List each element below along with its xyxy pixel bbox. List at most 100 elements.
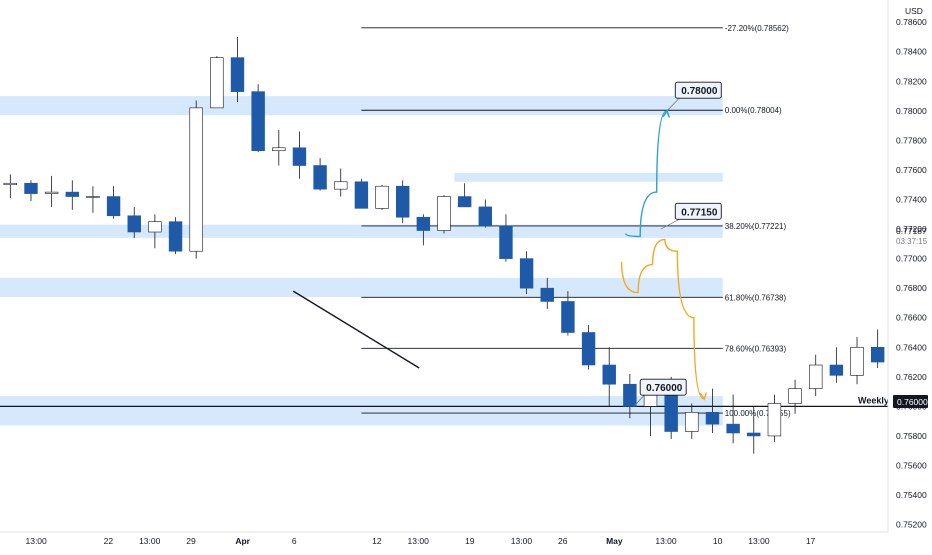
y-tick-label-12: 0.76200 bbox=[896, 372, 927, 382]
candle-body bbox=[581, 332, 596, 366]
callout-pointer-2 bbox=[633, 394, 645, 407]
x-tick-label-13: 10 bbox=[713, 536, 723, 546]
candle-10 bbox=[210, 56, 224, 109]
x-tick-label-8: 19 bbox=[465, 536, 475, 546]
candle-20 bbox=[416, 214, 431, 246]
zone-1 bbox=[0, 224, 723, 238]
candle-body bbox=[767, 403, 782, 437]
callout-box-1 bbox=[674, 202, 722, 220]
projection-path-0 bbox=[625, 110, 668, 238]
candle-body bbox=[106, 196, 121, 217]
candle-body bbox=[354, 181, 369, 209]
candle-body bbox=[437, 196, 451, 231]
candle-body bbox=[44, 191, 59, 194]
candle-body bbox=[623, 383, 637, 407]
x-tick-label-3: 29 bbox=[186, 536, 196, 546]
candle-33 bbox=[685, 403, 699, 439]
candle-29 bbox=[602, 347, 616, 407]
candle-13 bbox=[272, 130, 286, 166]
candle-body bbox=[251, 91, 265, 152]
candle-body bbox=[416, 216, 431, 231]
zone-3 bbox=[0, 396, 723, 426]
callout-box-2 bbox=[639, 378, 687, 396]
candle-30 bbox=[623, 373, 637, 419]
last-price-label: 0.77187 bbox=[896, 226, 927, 236]
trendline bbox=[292, 290, 420, 369]
candle-body bbox=[230, 57, 245, 92]
candle-body bbox=[478, 206, 493, 227]
callout-box-0 bbox=[674, 81, 722, 99]
x-tick-label-1: 22 bbox=[104, 536, 114, 546]
candle-body bbox=[272, 147, 286, 152]
candle-body bbox=[189, 107, 203, 252]
x-tick-label-5: 6 bbox=[292, 536, 297, 546]
candle-body bbox=[664, 391, 678, 432]
candle-26 bbox=[540, 277, 554, 309]
candle-37 bbox=[767, 394, 782, 442]
candle-6 bbox=[127, 206, 141, 238]
candle-35 bbox=[726, 394, 740, 444]
y-tick-label-6: 0.77400 bbox=[896, 195, 927, 205]
callout-pointer-0 bbox=[666, 97, 680, 112]
drawings-layer: 0.78000 0.77150 0.76000 bbox=[292, 81, 722, 407]
candle-42 bbox=[870, 329, 885, 368]
candle-39 bbox=[809, 354, 823, 397]
fib-label-0: -27.20%(0.78562) bbox=[725, 24, 789, 33]
candle-25 bbox=[519, 251, 534, 295]
y-tick-label-0: 0.78600 bbox=[896, 17, 927, 27]
candle-18 bbox=[375, 184, 389, 210]
y-tick-label-7: 0.77200 bbox=[896, 224, 927, 234]
x-tick-label-14: 13:00 bbox=[748, 536, 770, 546]
x-tick-label-15: 17 bbox=[806, 536, 816, 546]
y-tick-label-5: 0.77600 bbox=[896, 165, 927, 175]
candle-2 bbox=[44, 175, 59, 207]
x-tick-label-12: 13:00 bbox=[655, 536, 677, 546]
candle-40 bbox=[829, 347, 844, 383]
candle-body bbox=[86, 196, 100, 198]
x-tick-label-11: May bbox=[606, 536, 623, 546]
candle-body bbox=[829, 364, 844, 376]
candle-body bbox=[65, 191, 79, 197]
candle-24 bbox=[499, 214, 513, 262]
candle-body bbox=[375, 185, 389, 209]
candle-body bbox=[788, 388, 802, 404]
callout-label-0: 0.78000 bbox=[681, 86, 718, 97]
candle-body bbox=[292, 147, 307, 166]
weekly-price-label: 0.76000 bbox=[897, 397, 928, 407]
candle-7 bbox=[148, 214, 162, 249]
candle-body bbox=[540, 287, 554, 302]
candle-body bbox=[561, 301, 575, 333]
x-tick-label-7: 13:00 bbox=[408, 536, 430, 546]
projection-path-1 bbox=[620, 238, 705, 400]
candle-16 bbox=[334, 168, 348, 197]
candle-body bbox=[705, 411, 720, 425]
zone-2 bbox=[0, 277, 723, 298]
callout-pointer-1 bbox=[660, 218, 680, 230]
candle-0 bbox=[3, 174, 18, 199]
y-tick-label-15: 0.75600 bbox=[896, 461, 927, 471]
candle-body bbox=[127, 215, 141, 233]
candle-9 bbox=[189, 100, 203, 259]
candle-3 bbox=[65, 180, 79, 210]
y-tick-label-16: 0.75400 bbox=[896, 490, 927, 500]
candle-body bbox=[685, 411, 699, 432]
x-tick-label-4: Apr bbox=[235, 536, 250, 546]
candle-1 bbox=[24, 180, 38, 201]
fib-label-2: 38.20%(0.77221) bbox=[725, 222, 787, 231]
candle-38 bbox=[788, 379, 802, 414]
candle-body bbox=[519, 258, 534, 289]
candle-body bbox=[747, 432, 761, 437]
candle-11 bbox=[230, 36, 245, 102]
weekly-price-tag: 0.76000 bbox=[893, 395, 928, 408]
candle-body bbox=[334, 181, 348, 190]
y-tick-label-11: 0.76400 bbox=[896, 342, 927, 352]
candle-17 bbox=[354, 178, 369, 209]
fib-label-3: 61.80%(0.76738) bbox=[725, 293, 787, 302]
weekly-label: Weekly bbox=[858, 395, 889, 405]
y-tick-label-3: 0.78000 bbox=[896, 106, 927, 116]
candle-28 bbox=[581, 325, 596, 370]
candle-34 bbox=[705, 388, 720, 433]
y-tick-label-17: 0.75200 bbox=[896, 520, 927, 530]
